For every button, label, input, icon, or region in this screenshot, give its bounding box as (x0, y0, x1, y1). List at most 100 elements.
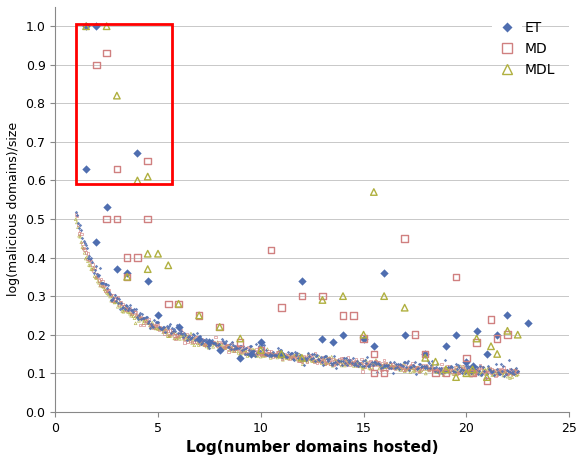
Point (231, 344, 240, 352)
Point (461, 368, 470, 376)
Point (159, 324, 169, 331)
Point (499, 362, 508, 370)
Point (248, 346, 258, 353)
Point (416, 368, 425, 375)
Point (444, 369, 454, 376)
Point (384, 361, 393, 368)
Point (201, 337, 210, 345)
Point (102, 289, 112, 296)
Point (468, 362, 477, 369)
Point (463, 368, 472, 376)
Point (482, 368, 491, 376)
Point (295, 351, 304, 358)
Point (142, 313, 151, 321)
Point (213, 342, 223, 349)
Point (443, 365, 453, 372)
Point (421, 362, 430, 370)
Point (400, 368, 409, 375)
Point (78, 235, 87, 242)
Point (196, 337, 206, 345)
Point (379, 356, 388, 364)
Point (263, 351, 272, 359)
Point (79, 237, 88, 245)
Point (441, 367, 450, 374)
Point (257, 350, 266, 358)
Point (377, 366, 386, 374)
Point (85, 256, 94, 263)
Point (513, 331, 523, 338)
Point (143, 318, 152, 326)
Point (474, 365, 484, 372)
Point (391, 362, 401, 370)
Point (210, 338, 219, 346)
Point (285, 352, 294, 359)
Point (427, 362, 436, 369)
Point (74, 221, 83, 229)
Point (81, 23, 91, 30)
Point (86, 254, 96, 261)
Point (360, 363, 370, 371)
Point (232, 345, 241, 352)
Point (246, 349, 255, 357)
Point (338, 354, 347, 362)
Point (488, 365, 497, 373)
Point (316, 353, 325, 361)
Point (395, 366, 405, 374)
Point (412, 364, 422, 371)
Point (465, 367, 475, 375)
Point (472, 365, 481, 372)
Point (299, 353, 308, 360)
Point (417, 365, 426, 373)
Point (197, 339, 207, 346)
Point (71, 211, 81, 218)
Point (353, 362, 362, 369)
Point (507, 373, 517, 381)
Point (238, 348, 248, 356)
Point (503, 373, 512, 380)
Point (90, 273, 99, 280)
Point (95, 271, 104, 279)
Point (440, 369, 449, 376)
Point (218, 338, 228, 345)
Point (268, 351, 277, 359)
Point (148, 322, 157, 330)
Point (349, 362, 359, 369)
Point (385, 360, 395, 368)
Point (194, 312, 204, 319)
Point (133, 254, 142, 261)
Point (456, 365, 465, 372)
Point (227, 344, 237, 351)
Point (453, 362, 463, 369)
Point (266, 246, 276, 254)
Point (154, 326, 164, 334)
Point (447, 365, 456, 372)
Point (346, 356, 355, 364)
Point (230, 347, 239, 354)
Point (360, 357, 370, 364)
Point (400, 366, 409, 374)
Point (253, 349, 262, 356)
Point (350, 359, 360, 366)
Point (148, 322, 157, 330)
Point (215, 340, 224, 348)
Point (274, 348, 283, 356)
Point (256, 344, 265, 351)
Point (503, 327, 512, 334)
Point (461, 366, 470, 374)
Point (411, 331, 420, 338)
Point (356, 360, 365, 368)
Point (212, 341, 221, 349)
Point (380, 370, 389, 377)
Point (314, 357, 323, 365)
Point (420, 350, 430, 358)
Point (420, 365, 429, 372)
Point (523, 319, 533, 327)
Point (306, 352, 315, 359)
Point (237, 347, 246, 354)
Point (306, 356, 315, 363)
Point (437, 364, 446, 371)
Point (265, 350, 274, 358)
Point (245, 352, 255, 359)
Point (155, 324, 165, 331)
Point (434, 366, 444, 374)
